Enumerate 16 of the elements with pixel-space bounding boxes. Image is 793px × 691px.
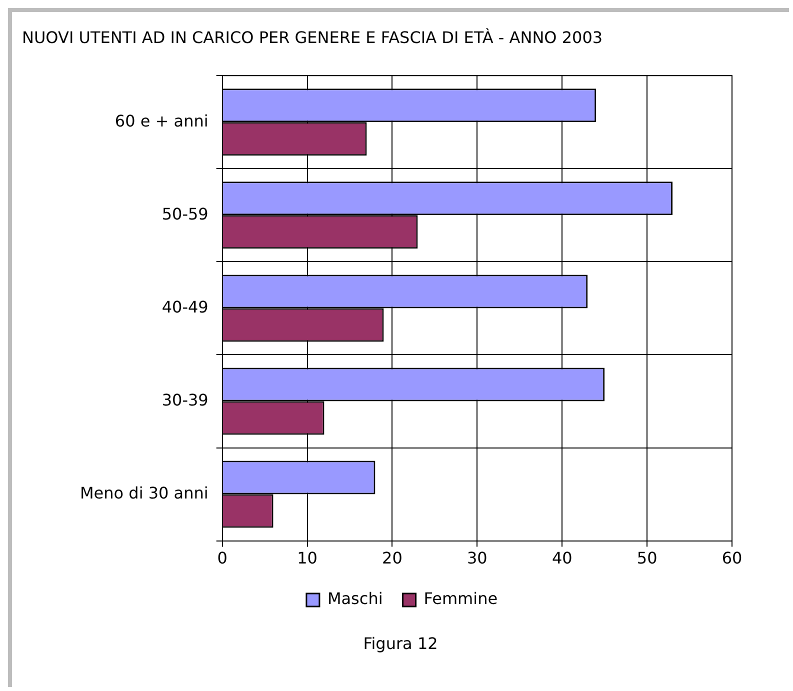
chart-title: NUOVI UTENTI AD IN CARICO PER GENERE E FASCIA DI ETÀ - ANNO 2003 <box>22 28 603 47</box>
text: Figura 12 <box>362 634 439 653</box>
y-tick-label: 30-39 <box>162 390 208 410</box>
x-tick-label: 40 <box>552 548 572 568</box>
x-tick-label: 30 <box>466 548 488 568</box>
x-tick-label: 10 <box>297 548 318 568</box>
legend-label: Femmine <box>424 589 498 608</box>
y-tick-label: 50-59 <box>162 204 208 224</box>
x-tick-label: 60 <box>722 548 742 568</box>
y-tick-label: Meno di 30 anni <box>80 483 208 502</box>
y-tick-label: 60 e + anni <box>114 111 208 130</box>
x-tick-label: 50 <box>636 548 658 568</box>
y-tick-label: 40-49 <box>162 297 208 316</box>
legend-label: Maschi <box>327 589 383 608</box>
x-tick-label: 20 <box>382 548 402 568</box>
x-tick-label: 0 <box>217 548 228 568</box>
